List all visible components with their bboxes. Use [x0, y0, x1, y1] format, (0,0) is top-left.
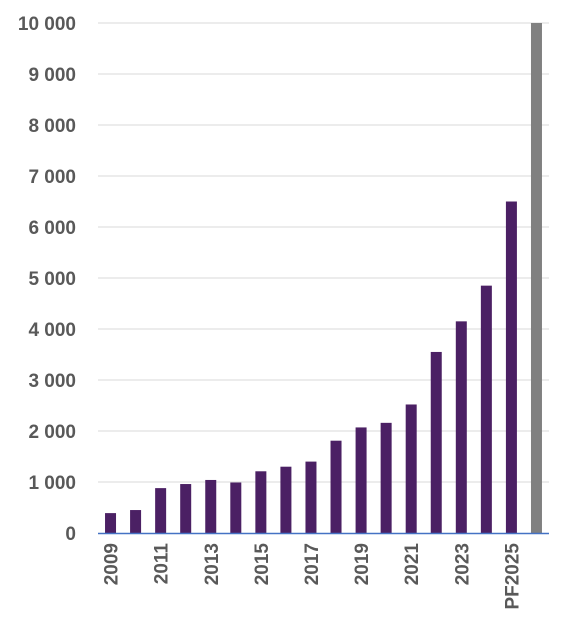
x-tick-label: 2017: [302, 543, 323, 585]
y-tick-label: 0: [65, 524, 76, 545]
bar: [355, 427, 367, 533]
x-tick-label: 2019: [352, 543, 373, 585]
y-tick-label: 8 000: [28, 116, 76, 137]
gridlines: [98, 22, 549, 483]
y-tick-label: 3 000: [28, 371, 76, 392]
y-tick-label: 10 000: [18, 14, 76, 35]
y-tick-label: 6 000: [28, 218, 76, 239]
y-tick-label: 9 000: [28, 65, 76, 86]
x-axis-tick-labels: 2009 2011 2013 2015 2017 2019 2021 2023 PF2025: [102, 543, 524, 610]
x-tick-label: 2021: [402, 543, 423, 586]
bar: [305, 461, 317, 533]
x-tick-label: 2009: [102, 543, 123, 585]
x-tick-label: 2011: [152, 543, 173, 585]
bar: [155, 488, 167, 533]
x-tick-label: 2023: [452, 543, 473, 585]
y-axis-tick-labels: 0 1 000 2 000 3 000 4 000 5 000 6 000 7 000 8 00…: [18, 14, 76, 545]
y-tick-label: 5 000: [28, 269, 76, 290]
bar: [530, 23, 542, 533]
y-tick-label: 1 000: [28, 473, 76, 494]
bar: [405, 404, 417, 533]
bar: [455, 321, 467, 533]
bar: [280, 466, 292, 533]
bar: [505, 201, 517, 533]
bar: [180, 484, 192, 533]
x-tick-label: 2013: [202, 543, 223, 585]
bar: [230, 482, 242, 533]
bar: [105, 513, 117, 533]
bar: [130, 510, 142, 533]
bar: [255, 471, 267, 533]
bar: [205, 479, 217, 533]
bar: [480, 285, 492, 533]
bar: [380, 422, 392, 533]
x-tick-label: 2015: [252, 543, 273, 586]
bars: [105, 23, 542, 533]
y-tick-label: 4 000: [28, 320, 76, 341]
y-tick-label: 2 000: [28, 422, 76, 443]
y-tick-label: 7 000: [28, 167, 76, 188]
x-tick-label: PF2025: [502, 543, 523, 610]
bar: [430, 351, 442, 533]
bar: [330, 440, 342, 533]
